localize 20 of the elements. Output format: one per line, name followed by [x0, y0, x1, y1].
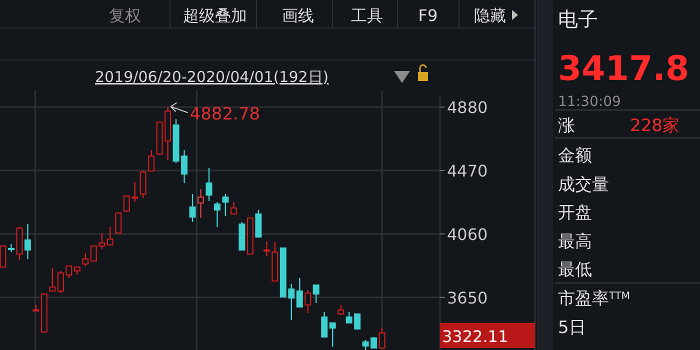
toolbar: 复权 超级叠加 画线 工具 F9 隐藏: [109, 0, 506, 28]
text: 最低: [558, 260, 592, 280]
text: 开盘: [558, 203, 592, 223]
text: 3417.8: [558, 49, 690, 89]
chart-subtitle: 2019/06/20-2020/04/01(192日): [95, 68, 329, 86]
text: 11:30:09: [558, 94, 621, 110]
text: 228家: [630, 116, 680, 136]
text: 成交量: [558, 175, 609, 195]
ytick: 3650: [447, 288, 488, 308]
text: 3322.11: [442, 327, 508, 346]
ytick: 4060: [447, 224, 488, 244]
ytick: 4470: [447, 162, 488, 180]
text: 市盈率$^{TTM}$: [558, 289, 630, 309]
text: 电子: [558, 7, 598, 31]
annotation: 4882.78: [190, 104, 260, 125]
text: 最高: [558, 232, 592, 252]
ytick: 4880: [447, 98, 488, 118]
text: 涨: [558, 116, 575, 136]
text: 5日: [558, 318, 586, 338]
text: 金额: [558, 146, 592, 166]
